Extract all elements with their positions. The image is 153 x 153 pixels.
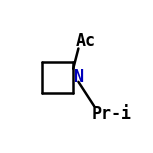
Text: N: N [74, 68, 84, 86]
Text: Pr-i: Pr-i [91, 105, 131, 123]
Text: Ac: Ac [76, 32, 96, 50]
